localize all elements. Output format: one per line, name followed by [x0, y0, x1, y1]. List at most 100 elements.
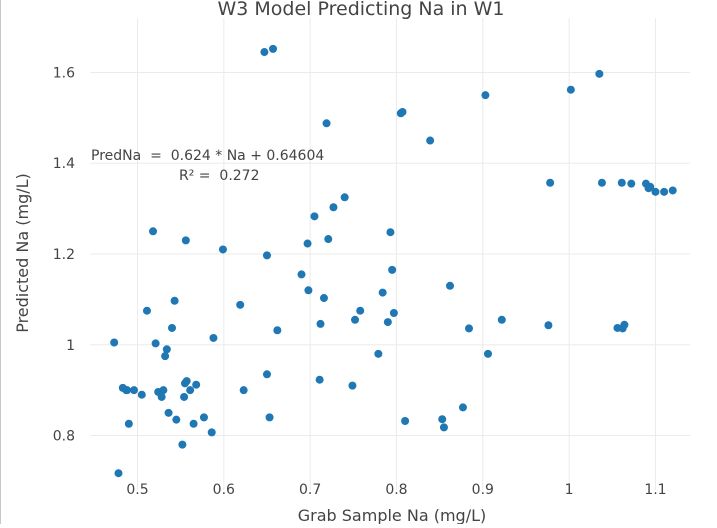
- data-point: [401, 417, 410, 426]
- data-point: [351, 315, 360, 324]
- data-point: [597, 178, 606, 187]
- data-point: [260, 48, 269, 57]
- data-point: [186, 386, 195, 395]
- data-point: [329, 203, 338, 212]
- data-point: [464, 324, 473, 333]
- data-point: [398, 107, 407, 116]
- grid-layer: [90, 18, 690, 490]
- data-point: [178, 440, 187, 449]
- r-squared-annotation: R² = 0.272: [179, 168, 260, 184]
- data-point: [124, 419, 133, 428]
- data-point: [481, 91, 490, 100]
- y-tick-label: 1.6: [53, 65, 75, 81]
- data-point: [151, 339, 160, 348]
- data-point: [303, 239, 312, 248]
- data-point: [439, 423, 448, 432]
- x-tick-label: 1.1: [644, 482, 666, 498]
- data-point: [130, 386, 139, 395]
- data-point: [322, 119, 331, 128]
- data-point: [110, 338, 119, 347]
- x-axis-label: Grab Sample Na (mg/L): [298, 506, 487, 524]
- data-point: [383, 318, 392, 327]
- data-point: [273, 326, 282, 335]
- left-border: [0, 0, 1, 524]
- data-point: [123, 386, 132, 395]
- data-point: [651, 187, 660, 196]
- data-point: [189, 419, 198, 428]
- y-tick-label: 1.2: [53, 247, 75, 263]
- data-point: [149, 227, 158, 236]
- data-point: [209, 333, 218, 342]
- data-point: [181, 236, 190, 245]
- data-point: [297, 270, 306, 279]
- data-point: [386, 228, 395, 237]
- data-point: [199, 413, 208, 422]
- data-point: [164, 408, 173, 417]
- data-point: [310, 212, 319, 221]
- data-point: [374, 349, 383, 358]
- data-point: [438, 415, 447, 424]
- data-point: [142, 306, 151, 315]
- data-point: [192, 380, 201, 389]
- y-tick-label: 1.4: [53, 156, 75, 172]
- data-points: [110, 44, 677, 478]
- data-point: [389, 309, 398, 317]
- data-point: [172, 415, 181, 424]
- data-point: [137, 390, 146, 399]
- data-point: [239, 386, 248, 395]
- data-point: [182, 377, 191, 386]
- data-point: [262, 251, 271, 260]
- data-point: [319, 294, 328, 303]
- data-point: [162, 345, 171, 354]
- x-tick-label: 0.5: [126, 482, 148, 498]
- x-tick-label: 0.6: [213, 482, 235, 498]
- data-point: [159, 386, 168, 395]
- data-point: [180, 392, 189, 401]
- data-point: [265, 413, 274, 422]
- regression-equation: PredNa = 0.624 * Na + 0.64604: [91, 148, 324, 164]
- x-tick-label: 0.9: [472, 482, 494, 498]
- data-point: [348, 381, 357, 390]
- data-point: [161, 352, 170, 361]
- data-point: [595, 69, 604, 78]
- data-point: [340, 193, 349, 202]
- data-point: [207, 428, 216, 437]
- data-point: [566, 85, 575, 94]
- data-point: [378, 288, 387, 297]
- data-point: [316, 319, 325, 328]
- data-point: [458, 403, 467, 412]
- y-tick-label: 0.8: [53, 429, 75, 445]
- data-point: [483, 349, 492, 358]
- data-point: [620, 320, 629, 329]
- data-point: [170, 296, 179, 305]
- data-point: [668, 186, 677, 195]
- data-point: [356, 306, 365, 315]
- x-tick-label: 0.7: [299, 482, 321, 498]
- data-point: [157, 392, 166, 401]
- data-point: [218, 245, 227, 254]
- data-point: [617, 178, 626, 187]
- data-point: [546, 178, 555, 187]
- data-point: [646, 182, 655, 191]
- y-tick-label: 1: [66, 338, 75, 354]
- tick-labels: 0.5 0.6 0.7 0.8 0.9 1 1.1 0.8 1 1.2 1.4 1.6: [53, 65, 667, 498]
- data-point: [446, 281, 454, 290]
- data-point: [497, 315, 506, 324]
- data-point: [168, 323, 177, 332]
- data-point: [236, 300, 245, 309]
- y-axis-label: Predicted Na (mg/L): [13, 173, 32, 333]
- chart-title: W3 Model Predicting Na in W1: [218, 0, 505, 20]
- data-point: [262, 370, 271, 379]
- x-tick-label: 1: [565, 482, 574, 498]
- data-point: [304, 286, 313, 295]
- data-point: [388, 265, 397, 274]
- data-point: [660, 187, 669, 196]
- data-point: [114, 469, 123, 478]
- data-point: [544, 321, 553, 330]
- data-point: [315, 375, 324, 384]
- data-point: [324, 235, 333, 244]
- x-tick-label: 0.8: [385, 482, 407, 498]
- data-point: [627, 179, 636, 188]
